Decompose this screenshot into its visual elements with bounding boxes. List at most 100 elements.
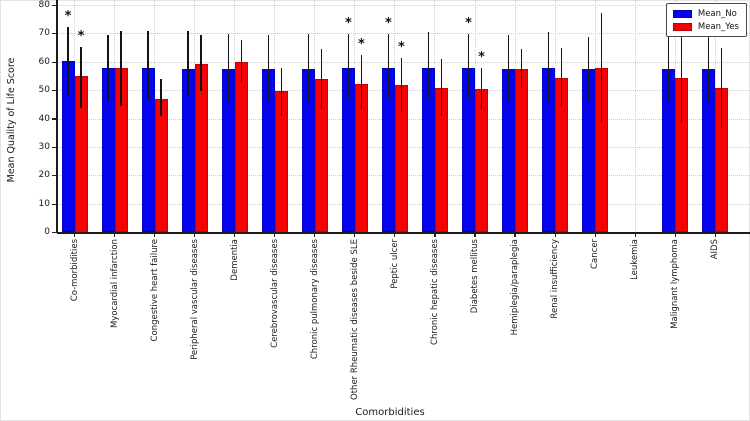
bar-mean-yes-peripheral-vascular-diseases: [194, 63, 208, 233]
error-bar-mean-no-chronic-pulmonary-diseases: [307, 33, 309, 101]
bar-mean-no-cancer: [582, 69, 596, 233]
bar-mean-yes-diabetes-mellitus: [475, 89, 488, 233]
x-axis-tick: [714, 233, 716, 237]
bar-mean-yes-renal-insufficiency: [555, 77, 569, 233]
y-tick-label: 30: [38, 141, 50, 152]
legend-item-mean-no: Mean_No: [672, 8, 739, 19]
error-bar-mean-yes-chronic-pulmonary-diseases: [320, 49, 322, 110]
x-tick-label-peptic-ulcer: Peptic ulcer: [389, 239, 400, 289]
x-axis-tick: [274, 233, 276, 237]
y-axis-tick: [52, 146, 56, 148]
x-axis-tick: [234, 233, 236, 237]
y-axis-tick: [52, 61, 56, 63]
bar-mean-yes-peptic-ulcer: [394, 84, 408, 233]
bar-mean-no-dementia: [221, 69, 235, 233]
x-gridline: [634, 0, 636, 232]
y-axis-title: Mean Quality of Life Score: [6, 57, 17, 183]
x-tick-label-hemiplegia-paraplegia: Hemiplegia/paraplegia: [510, 239, 521, 336]
error-bar-mean-no-peripheral-vascular-diseases: [187, 31, 189, 97]
legend-swatch-mean-yes: [672, 22, 692, 31]
x-tick-label-leukemia: Leukemia: [630, 239, 641, 280]
bar-mean-no-chronic-hepatic-diseases: [421, 67, 435, 233]
error-bar-mean-no-renal-insufficiency: [547, 32, 550, 101]
error-bar-mean-yes-cerebrovascular-diseases: [280, 67, 282, 117]
y-tick-label: 0: [44, 227, 50, 237]
bar-mean-yes-myocardial-infarction: [114, 67, 128, 233]
y-tick-label: 60: [38, 56, 50, 67]
error-bar-mean-yes-chronic-hepatic-diseases: [440, 59, 443, 117]
legend-label-mean-no: Mean_No: [697, 8, 737, 19]
bar-mean-yes-aids: [715, 87, 729, 233]
y-axis-tick: [52, 90, 56, 92]
bar-mean-no-myocardial-infarction: [101, 67, 115, 233]
x-axis-line: [57, 232, 750, 234]
bar-mean-no-chronic-pulmonary-diseases: [301, 69, 315, 233]
error-bar-mean-no-aids: [708, 35, 710, 101]
error-bar-mean-no-cerebrovascular-diseases: [267, 35, 269, 101]
error-bar-mean-no-co-morbidities: [67, 26, 69, 97]
error-bar-mean-yes-aids: [721, 48, 723, 128]
significance-asterisk-mean-yes-co-morbidities: *: [77, 28, 85, 44]
error-bar-mean-yes-cancer: [600, 12, 603, 122]
x-tick-label-congestive-heart-failure: Congestive heart failure: [149, 239, 160, 342]
y-tick-label: 40: [38, 113, 50, 124]
y-gridline: [57, 33, 750, 35]
x-axis-tick: [434, 233, 436, 237]
x-axis-tick: [594, 233, 596, 237]
error-bar-mean-no-other-rheumatic-diseases-beside-sle: [347, 33, 350, 100]
x-axis-tick: [73, 233, 76, 237]
significance-asterisk-mean-yes-diabetes-mellitus: *: [478, 49, 485, 65]
y-tick-label: 20: [38, 170, 50, 181]
bar-mean-yes-other-rheumatic-diseases-beside-sle: [354, 83, 368, 233]
error-bar-mean-no-congestive-heart-failure: [147, 31, 149, 100]
significance-asterisk-mean-no-peptic-ulcer: *: [384, 15, 392, 31]
x-axis-tick: [554, 233, 556, 237]
x-tick-label-chronic-pulmonary-diseases: Chronic pulmonary diseases: [309, 239, 320, 360]
bar-mean-no-hemiplegia-paraplegia: [502, 69, 516, 233]
x-axis-tick: [674, 233, 676, 237]
bar-mean-no-malignant-lymphoma: [662, 69, 676, 233]
bar-mean-no-aids: [702, 69, 716, 233]
bar-mean-no-other-rheumatic-diseases-beside-sle: [341, 67, 355, 233]
y-tick-label: 70: [38, 28, 50, 39]
y-gridline: [57, 5, 750, 6]
x-axis-tick: [474, 233, 476, 237]
legend-label-mean-yes: Mean_Yes: [697, 21, 739, 32]
x-tick-label-cerebrovascular-diseases: Cerebrovascular diseases: [269, 239, 280, 348]
significance-asterisk-mean-no-co-morbidities: *: [64, 8, 72, 24]
x-axis-tick: [634, 233, 636, 237]
significance-asterisk-mean-yes-other-rheumatic-diseases-beside-sle: *: [357, 37, 365, 53]
y-axis-line: [56, 0, 58, 234]
x-tick-label-other-rheumatic-diseases-beside-sle: Other Rheumatic diseases beside SLE: [349, 239, 360, 400]
error-bar-mean-yes-hemiplegia-paraplegia: [520, 49, 523, 88]
bar-mean-no-congestive-heart-failure: [141, 67, 155, 233]
significance-asterisk-mean-yes-peptic-ulcer: *: [397, 39, 405, 55]
y-tick-label: 10: [38, 198, 50, 209]
significance-asterisk-mean-no-other-rheumatic-diseases-beside-sle: *: [344, 15, 352, 31]
x-tick-label-cancer: Cancer: [590, 239, 601, 269]
x-axis-tick: [394, 233, 396, 237]
error-bar-mean-no-malignant-lymphoma: [668, 35, 670, 102]
legend: Mean_No Mean_Yes: [665, 3, 747, 37]
bar-mean-yes-hemiplegia-paraplegia: [515, 69, 529, 233]
x-tick-label-aids: AIDS: [710, 239, 721, 260]
error-bar-mean-no-peptic-ulcer: [387, 33, 390, 100]
significance-asterisk-mean-no-diabetes-mellitus: *: [465, 15, 472, 31]
error-bar-mean-yes-malignant-lymphoma: [681, 33, 683, 124]
x-axis-title: Comorbidities: [355, 407, 425, 418]
error-bar-mean-no-myocardial-infarction: [107, 35, 109, 102]
error-bar-mean-no-chronic-hepatic-diseases: [427, 32, 430, 100]
error-bar-mean-yes-myocardial-infarction: [120, 31, 122, 107]
legend-item-mean-yes: Mean_Yes: [672, 21, 739, 32]
y-tick-label: 80: [38, 0, 50, 10]
bar-mean-yes-congestive-heart-failure: [154, 99, 168, 233]
y-axis-tick: [52, 118, 56, 120]
error-bar-mean-yes-co-morbidities: [80, 46, 82, 108]
error-bar-mean-no-dementia: [227, 33, 229, 101]
legend-swatch-mean-no: [672, 9, 692, 18]
error-bar-mean-no-hemiplegia-paraplegia: [507, 35, 510, 102]
y-axis-tick: [52, 203, 56, 205]
bar-mean-no-co-morbidities: [61, 60, 75, 233]
y-axis-tick: [52, 33, 56, 35]
x-tick-label-myocardial-infarction: Myocardial infarction: [109, 239, 120, 329]
